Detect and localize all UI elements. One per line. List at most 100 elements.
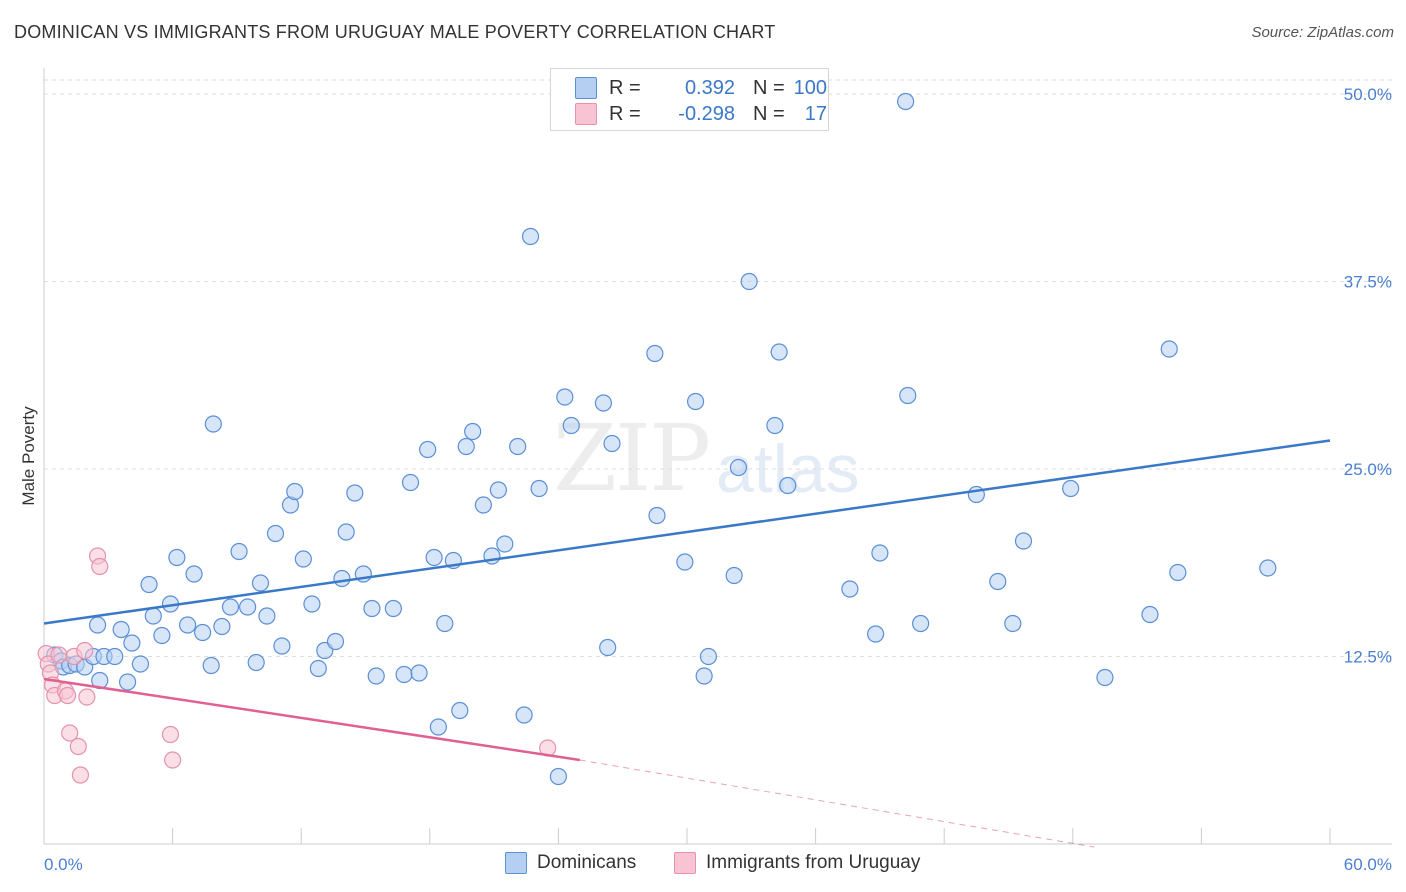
point-dominicans (202, 656, 220, 675)
point-dominicans (594, 394, 613, 412)
point-dominicans (562, 416, 580, 435)
point-dominicans (213, 617, 231, 636)
point-dominicans (766, 416, 784, 435)
point-uruguay (58, 686, 77, 705)
stats-legend: R = 0.392 N = 100 R = -0.298 N = 17 (550, 68, 829, 131)
bottom-legend-label-uruguay: Immigrants from Uruguay (706, 852, 921, 873)
point-dominicans (112, 620, 130, 639)
point-dominicans (309, 659, 327, 678)
x-tick-label: 60.0% (1344, 855, 1392, 874)
trendline-uruguay-extension (579, 759, 1095, 848)
point-dominicans (1169, 563, 1187, 582)
bottom-legend-swatch-uruguay (674, 852, 696, 874)
point-dominicans (489, 481, 507, 499)
point-uruguay (50, 646, 68, 664)
point-uruguay (71, 766, 90, 784)
point-dominicans (1004, 614, 1022, 633)
legend-swatch-dominicans (575, 77, 597, 99)
point-dominicans (770, 343, 788, 361)
point-dominicans (549, 767, 568, 786)
point-dominicans (603, 434, 621, 453)
point-dominicans (1259, 559, 1277, 577)
point-dominicans (457, 437, 475, 456)
point-dominicans (871, 544, 889, 562)
point-dominicans (395, 665, 413, 684)
point-dominicans (1096, 668, 1114, 687)
point-dominicans (363, 599, 381, 618)
point-dominicans (496, 535, 514, 553)
point-dominicans (556, 388, 574, 406)
point-dominicans (1014, 532, 1033, 550)
legend-r-value: 0.392 (684, 77, 735, 99)
point-dominicans (599, 638, 617, 657)
trendline-dominicans (43, 439, 1331, 625)
point-dominicans (699, 647, 718, 666)
point-uruguay (164, 751, 182, 769)
point-dominicans (648, 506, 666, 525)
point-dominicans (286, 482, 304, 501)
point-dominicans (273, 637, 291, 655)
chart-title: DOMINICAN VS IMMIGRANTS FROM URUGUAY MAL… (14, 22, 776, 42)
point-dominicans (899, 386, 917, 405)
point-dominicans (168, 548, 186, 567)
point-dominicans (474, 496, 492, 514)
point-dominicans (251, 574, 270, 592)
point-dominicans (384, 599, 402, 618)
point-uruguay (61, 724, 79, 742)
point-uruguay (161, 725, 180, 744)
point-dominicans (425, 548, 443, 567)
point-dominicans (646, 344, 664, 363)
point-dominicans (436, 614, 454, 633)
point-dominicans (429, 718, 447, 736)
point-dominicans (258, 607, 276, 625)
point-dominicans (221, 598, 240, 616)
point-dominicans (676, 553, 694, 571)
x-tick-label: 0.0% (44, 855, 83, 874)
point-dominicans (912, 614, 930, 633)
y-tick-label: 12.5% (1344, 648, 1392, 667)
point-dominicans (695, 667, 713, 685)
legend-r-label: R = (609, 103, 641, 125)
point-dominicans (401, 473, 420, 492)
legend-swatch-uruguay (575, 103, 597, 125)
point-dominicans (326, 632, 345, 651)
point-dominicans (123, 634, 141, 652)
point-dominicans (515, 706, 533, 724)
point-dominicans (464, 422, 482, 441)
point-dominicans (230, 542, 248, 561)
point-uruguay (78, 688, 96, 706)
y-tick-label: 37.5% (1344, 273, 1392, 292)
point-dominicans (867, 625, 885, 643)
bottom-legend-swatch-dominicans (505, 852, 527, 874)
point-dominicans (1160, 340, 1178, 358)
point-dominicans (346, 484, 364, 502)
point-dominicans (266, 524, 285, 543)
point-dominicans (989, 572, 1007, 591)
point-dominicans (294, 550, 312, 568)
point-dominicans (1141, 605, 1159, 624)
y-tick-label: 25.0% (1344, 460, 1392, 479)
point-dominicans (841, 580, 859, 598)
point-dominicans (451, 701, 469, 720)
bottom-legend-label-dominicans: Dominicans (537, 852, 637, 873)
point-dominicans (204, 415, 222, 433)
point-uruguay (76, 641, 94, 660)
point-dominicans (337, 523, 355, 541)
legend-n-label: N = (753, 103, 785, 125)
point-dominicans (725, 566, 743, 585)
legend-n-value: 100 (793, 77, 827, 99)
point-dominicans (247, 653, 265, 672)
point-dominicans (144, 607, 162, 625)
point-dominicans (118, 673, 137, 691)
point-dominicans (179, 616, 197, 634)
point-dominicans (131, 655, 150, 673)
point-dominicans (897, 92, 915, 111)
legend-n-label: N = (753, 77, 785, 99)
point-dominicans (185, 565, 203, 583)
point-dominicans (333, 569, 351, 588)
point-dominicans (194, 623, 212, 642)
point-dominicans (521, 227, 540, 246)
y-axis-title: Male Poverty (19, 406, 38, 506)
point-dominicans (106, 647, 124, 666)
